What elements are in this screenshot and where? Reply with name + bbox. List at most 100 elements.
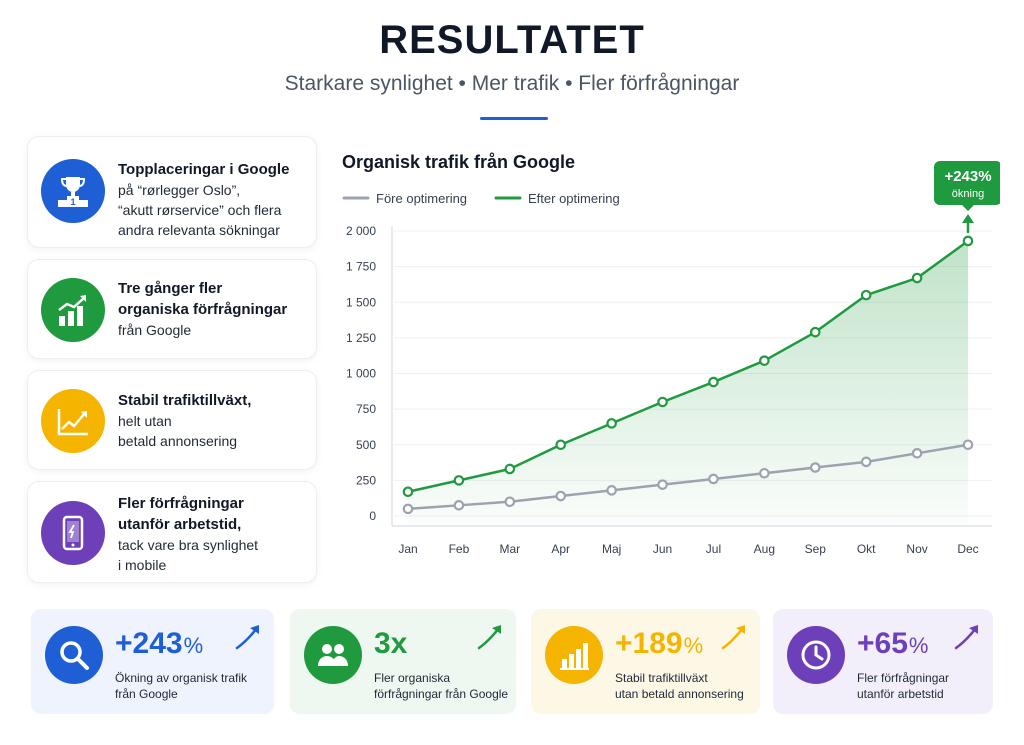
x-tick-label: Jul <box>706 542 721 556</box>
feature-card-after-hours: Fler förfrågningar utanför arbetstid, ta… <box>27 481 317 583</box>
feature-line: andra relevanta sökningar <box>118 222 280 238</box>
line-trend-icon <box>57 409 88 436</box>
traffic-chart-panel: Organisk trafik från Google Före optimeri… <box>330 136 1000 586</box>
after-series-line <box>407 239 969 493</box>
stat-label: Ökning av organisk trafik från Google <box>115 671 248 701</box>
before-series-point <box>606 485 617 496</box>
feature-title: Fler förfrågningar <box>118 495 244 512</box>
stat-value: +65% <box>857 627 929 660</box>
feature-line: från Google <box>118 322 192 338</box>
feature-card-traffic-growth: Stabil trafiktillväxt, helt utan betald … <box>27 370 317 470</box>
x-tick-label: Dec <box>957 542 978 556</box>
bar-growth-icon <box>58 295 86 326</box>
svg-text:1: 1 <box>70 197 75 207</box>
feature-icon-badge: 1 <box>41 159 105 223</box>
stat-label: Stabil trafiktillväxt utan betald annonse… <box>615 671 744 701</box>
y-tick-label: 0 <box>369 509 376 523</box>
x-tick-label: Okt <box>857 542 876 556</box>
legend-label: Efter optimering <box>528 191 620 206</box>
stat-label: Fler organiska förfrågningar från Google <box>374 671 509 701</box>
stat-icon-badge <box>545 626 603 684</box>
clock-icon <box>801 640 831 670</box>
before-series-point <box>555 490 567 502</box>
after-series-point <box>504 463 516 475</box>
before-series-point <box>402 503 414 515</box>
x-tick-label: Aug <box>754 542 775 556</box>
stat-card-organic-inquiries: 3x Fler organiska förfrågningar från Goog… <box>290 609 516 714</box>
growth-callout-pointer <box>962 205 974 211</box>
stat-card-traffic-increase: +243% Ökning av organisk trafik från Goog… <box>31 609 274 714</box>
before-series-point <box>504 496 516 508</box>
growth-callout-value: +243% <box>944 168 991 185</box>
growth-arrow-head <box>962 214 974 223</box>
feature-line: helt utan <box>118 413 172 429</box>
stat-value: 3x <box>374 627 408 660</box>
y-tick-label: 250 <box>356 473 376 487</box>
x-tick-label: Feb <box>449 542 470 556</box>
growth-callout <box>934 161 1000 205</box>
before-series-point <box>962 439 974 451</box>
feature-line: tack vare bra synlighet <box>118 537 259 553</box>
before-series-point <box>708 473 719 485</box>
growth-callout-text: ökning <box>952 188 984 200</box>
feature-icon-badge <box>41 501 105 565</box>
feature-line: betald annonsering <box>118 433 238 449</box>
after-series-point <box>962 235 974 247</box>
x-tick-label: Jan <box>398 542 417 556</box>
users-icon <box>318 644 348 666</box>
title-divider <box>480 117 548 120</box>
feature-title: Topplaceringar i Google <box>118 161 290 178</box>
before-series-point <box>759 467 770 479</box>
after-series-point <box>809 326 821 338</box>
before-series-line <box>407 443 969 511</box>
chart-title: Organisk trafik från Google <box>342 152 575 172</box>
feature-icon-badge <box>41 278 105 342</box>
x-tick-label: Sep <box>805 542 827 556</box>
before-series-point <box>453 500 465 511</box>
traffic-line-chart: Organisk trafik från Google Före optimeri… <box>342 152 1000 556</box>
feature-title: Tre gånger fler <box>118 280 223 297</box>
after-series-point <box>606 418 617 429</box>
after-series-point <box>860 289 872 301</box>
x-tick-label: Nov <box>906 542 927 556</box>
x-tick-label: Apr <box>551 542 570 556</box>
after-series-area <box>408 240 968 525</box>
y-tick-label: 1 500 <box>346 295 376 309</box>
before-series-point <box>860 456 872 468</box>
stat-card-after-hours: +65% Fler förfrågningar utanför arbetstid <box>773 609 993 714</box>
feature-card-more-inquiries: Tre gånger fler organiska förfrågningar … <box>27 259 317 359</box>
stat-value: +243% <box>115 627 204 660</box>
after-series-point <box>911 272 923 284</box>
y-tick-label: 1 000 <box>346 367 376 381</box>
y-tick-label: 2 000 <box>346 224 376 238</box>
feature-title: utanför arbetstid, <box>118 516 242 533</box>
stat-card-traffic-growth: +189% Stabil trafiktillväxt utan betald a… <box>531 609 760 714</box>
feature-line: på “rørlegger Oslo”, <box>118 182 241 198</box>
search-icon <box>60 641 89 670</box>
trend-arrow-icon <box>721 625 745 650</box>
y-tick-label: 1 250 <box>346 331 376 345</box>
after-series-point <box>402 486 414 498</box>
feature-title: Stabil trafiktillväxt, <box>118 392 252 409</box>
legend-label: Före optimering <box>376 191 467 206</box>
after-series-point <box>453 475 465 486</box>
x-tick-label: Maj <box>602 542 621 556</box>
before-series-point <box>911 447 923 459</box>
feature-line: “akutt rørservice” och flera <box>118 202 282 218</box>
before-series-point <box>657 479 668 490</box>
trend-arrow-icon <box>235 625 259 650</box>
stat-label: Fler förfrågningar utanför arbetstid <box>857 671 950 701</box>
stat-icon-badge <box>304 626 362 684</box>
stat-icon-badge <box>787 626 845 684</box>
after-series-point <box>657 396 668 408</box>
feature-line: i mobile <box>118 557 167 573</box>
after-series-point <box>708 376 719 388</box>
mobile-phone-icon <box>62 515 84 551</box>
page-subtitle: Starkare synlighet • Mer trafik • Fler f… <box>284 72 740 95</box>
y-tick-label: 750 <box>356 402 376 416</box>
trophy-icon: 1 <box>58 177 88 207</box>
x-tick-label: Jun <box>653 542 672 556</box>
after-series-point <box>555 439 567 451</box>
feature-card-top-rankings: 1 Topplaceringar i Google på “rørlegger … <box>27 136 317 248</box>
feature-title: organiska förfrågningar <box>118 301 288 318</box>
